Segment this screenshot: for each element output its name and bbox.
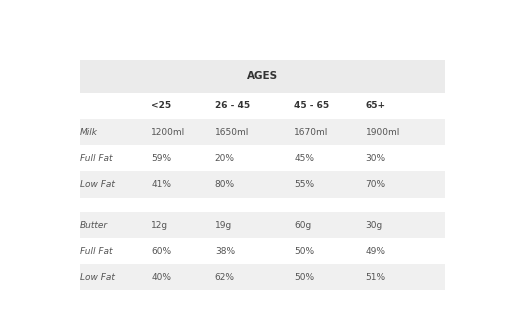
FancyBboxPatch shape [80, 60, 445, 93]
Text: 59%: 59% [152, 154, 172, 163]
Text: Butter: Butter [80, 220, 108, 230]
FancyBboxPatch shape [80, 212, 445, 238]
Text: 50%: 50% [294, 247, 314, 256]
FancyBboxPatch shape [80, 119, 445, 145]
Text: 1650ml: 1650ml [215, 128, 249, 137]
Text: Milk: Milk [80, 128, 98, 137]
Text: 70%: 70% [366, 180, 386, 189]
Text: 38%: 38% [215, 247, 235, 256]
Text: 51%: 51% [366, 273, 386, 282]
Text: Low Fat: Low Fat [80, 273, 115, 282]
Text: 50%: 50% [294, 273, 314, 282]
Text: 40%: 40% [152, 273, 172, 282]
Text: 45 - 65: 45 - 65 [294, 101, 329, 111]
Text: 65+: 65+ [366, 101, 386, 111]
FancyBboxPatch shape [80, 171, 445, 198]
Text: 1900ml: 1900ml [366, 128, 400, 137]
Text: Low Fat: Low Fat [80, 180, 115, 189]
Text: 62%: 62% [215, 273, 235, 282]
Text: 1200ml: 1200ml [152, 128, 185, 137]
Text: <25: <25 [152, 101, 172, 111]
FancyBboxPatch shape [80, 198, 445, 212]
Text: 49%: 49% [366, 247, 386, 256]
Text: 26 - 45: 26 - 45 [215, 101, 250, 111]
Text: 19g: 19g [215, 220, 232, 230]
Text: 20%: 20% [215, 154, 235, 163]
Text: Full Fat: Full Fat [80, 154, 112, 163]
Text: 30%: 30% [366, 154, 386, 163]
Text: 80%: 80% [215, 180, 235, 189]
Text: Full Fat: Full Fat [80, 247, 112, 256]
Text: 30g: 30g [366, 220, 383, 230]
Text: 60%: 60% [152, 247, 172, 256]
Text: 55%: 55% [294, 180, 314, 189]
Text: AGES: AGES [247, 71, 278, 81]
FancyBboxPatch shape [80, 145, 445, 171]
Text: 12g: 12g [152, 220, 168, 230]
Text: 60g: 60g [294, 220, 311, 230]
FancyBboxPatch shape [80, 238, 445, 264]
Text: 41%: 41% [152, 180, 172, 189]
Text: 45%: 45% [294, 154, 314, 163]
FancyBboxPatch shape [80, 93, 445, 119]
FancyBboxPatch shape [80, 264, 445, 290]
Text: 1670ml: 1670ml [294, 128, 329, 137]
